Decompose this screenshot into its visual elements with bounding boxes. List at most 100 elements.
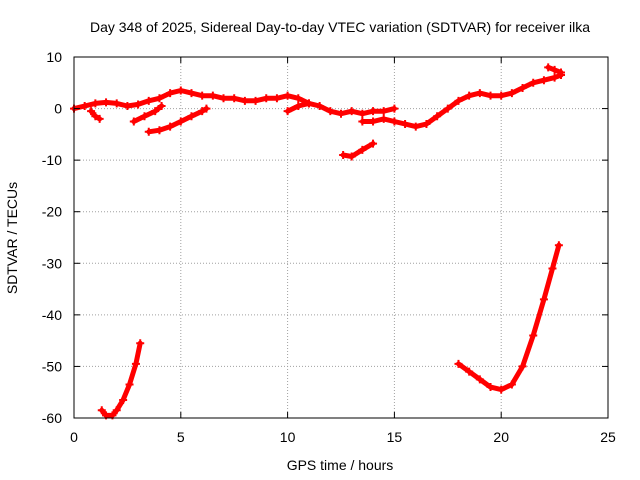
data-point — [187, 112, 196, 121]
series-line-track-10 — [456, 242, 562, 393]
data-point — [95, 114, 104, 123]
data-point — [550, 73, 559, 82]
data-point — [411, 122, 420, 131]
data-layer — [70, 63, 566, 420]
x-tick-label: 10 — [280, 429, 296, 445]
grid-layer — [74, 57, 608, 418]
data-point — [529, 331, 538, 340]
data-point — [131, 359, 140, 368]
data-point — [283, 91, 292, 100]
data-point — [390, 117, 399, 126]
data-point — [112, 99, 121, 108]
data-point — [134, 100, 143, 109]
series-line-track-6 — [340, 141, 376, 159]
data-point — [454, 96, 463, 105]
data-point — [379, 114, 388, 123]
series-line-track-3 — [131, 103, 165, 124]
data-point — [554, 241, 563, 250]
data-point — [304, 99, 313, 108]
data-point — [91, 112, 100, 121]
data-point — [230, 94, 239, 103]
y-tick-label: 0 — [54, 101, 62, 117]
data-point — [422, 120, 431, 129]
data-point — [475, 89, 484, 98]
data-point — [557, 68, 566, 77]
data-point — [198, 91, 207, 100]
data-point — [347, 152, 356, 161]
data-point — [550, 65, 559, 74]
x-tick-label: 15 — [387, 429, 403, 445]
data-point — [240, 96, 249, 105]
data-point — [87, 107, 96, 116]
data-point — [539, 295, 548, 304]
data-point — [539, 76, 548, 85]
y-tick-label: -30 — [42, 255, 62, 271]
data-point — [315, 101, 324, 110]
data-point — [187, 89, 196, 98]
y-tick-label: 10 — [46, 49, 62, 65]
data-point — [465, 91, 474, 100]
data-point — [507, 380, 516, 389]
data-point — [326, 107, 335, 116]
data-point — [433, 112, 442, 121]
data-point — [251, 96, 260, 105]
data-point — [475, 375, 484, 384]
data-point — [454, 359, 463, 368]
data-point — [208, 91, 217, 100]
y-tick-label: -60 — [42, 410, 62, 426]
data-point — [80, 101, 89, 110]
data-point — [443, 104, 452, 113]
data-point — [369, 117, 378, 126]
chart-title: Day 348 of 2025, Sidereal Day-to-day VTE… — [90, 19, 590, 35]
data-point — [136, 339, 145, 348]
plot-border — [73, 56, 609, 419]
data-point — [369, 139, 378, 148]
data-point — [518, 362, 527, 371]
data-point — [294, 94, 303, 103]
y-axis-label: SDTVAR / TECUs — [4, 182, 20, 294]
data-point — [198, 107, 207, 116]
data-point — [144, 127, 153, 136]
data-point — [339, 150, 348, 159]
data-point — [176, 117, 185, 126]
data-point — [144, 96, 153, 105]
data-point — [219, 94, 228, 103]
data-point — [347, 107, 356, 116]
data-point — [358, 145, 367, 154]
data-point — [91, 99, 100, 108]
data-point — [123, 101, 132, 110]
data-point — [166, 89, 175, 98]
data-point — [155, 94, 164, 103]
y-tick-label: -50 — [42, 358, 62, 374]
data-point — [176, 86, 185, 95]
data-point — [166, 122, 175, 131]
data-point — [140, 112, 149, 121]
data-point — [544, 63, 553, 72]
data-point — [358, 117, 367, 126]
x-tick-label: 5 — [177, 429, 185, 445]
data-point — [119, 395, 128, 404]
data-point — [518, 83, 527, 92]
data-point — [337, 109, 345, 118]
data-point — [497, 91, 506, 100]
x-tick-label: 20 — [493, 429, 509, 445]
data-point — [97, 406, 106, 415]
y-tick-label: -40 — [42, 307, 62, 323]
data-point — [379, 107, 388, 116]
x-tick-label: 0 — [70, 429, 78, 445]
data-point — [529, 78, 538, 87]
data-point — [486, 91, 495, 100]
data-point — [283, 107, 292, 116]
data-point — [155, 126, 164, 135]
data-point — [102, 98, 111, 107]
data-point — [486, 383, 495, 392]
data-point — [157, 101, 166, 110]
data-point — [465, 367, 474, 376]
data-point — [151, 107, 160, 116]
data-point — [497, 385, 506, 394]
data-point — [548, 264, 557, 273]
series-line-track-9 — [99, 340, 143, 418]
data-point — [390, 104, 399, 113]
data-point — [112, 406, 121, 415]
